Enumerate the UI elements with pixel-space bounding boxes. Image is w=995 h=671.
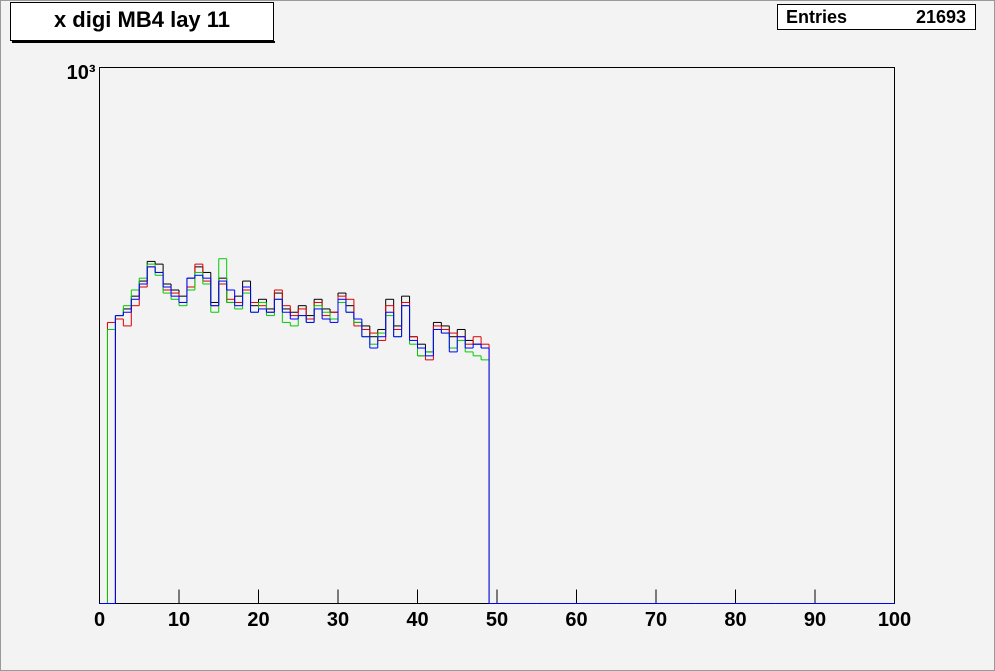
x-tick-label: 40: [406, 609, 428, 631]
step-connector: [114, 266, 490, 604]
x-tick-label: 90: [804, 609, 826, 631]
title-box: [10, 2, 274, 41]
stats-label: Entries: [786, 7, 847, 27]
x-tick-label: 20: [247, 609, 269, 631]
plot-frame: [99, 67, 895, 604]
x-tick-label: 100: [878, 609, 911, 631]
stats-value: 21693: [916, 7, 966, 27]
y-tick-label: 10³: [67, 62, 96, 84]
x-tick-label: 70: [645, 609, 667, 631]
x-tick-label: 10: [168, 609, 190, 631]
x-tick-label: 50: [486, 609, 508, 631]
x-tick-label: 80: [724, 609, 746, 631]
x-tick-label: 0: [94, 609, 105, 631]
stats-box: [777, 4, 976, 30]
chart-title: x digi MB4 lay 11: [54, 7, 230, 32]
x-tick-label: 60: [565, 609, 587, 631]
x-tick-label: 30: [327, 609, 349, 631]
